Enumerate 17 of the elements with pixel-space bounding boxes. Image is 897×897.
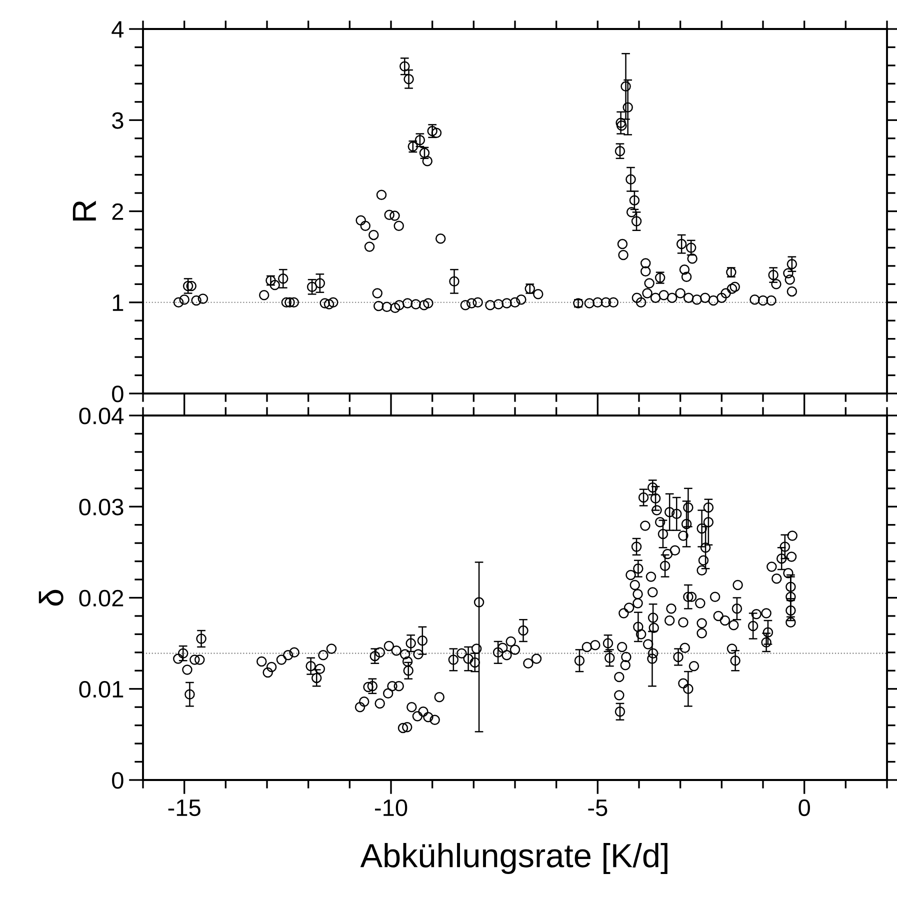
x-tick-label: -15 (168, 800, 200, 816)
x-tick-label: -10 (374, 799, 408, 816)
x-tick-label: -5 (588, 800, 608, 816)
y-tick-label: 0 (112, 772, 124, 789)
y-tick-label: 2 (112, 203, 124, 220)
y-axis-title: R (72, 200, 96, 221)
x-axis-title: Abkühlungsrate [K/d] (360, 842, 668, 874)
y-tick-label: 3 (112, 112, 124, 129)
x-tick-label: 0 (798, 799, 810, 816)
y-tick-label: 0.01 (79, 680, 124, 698)
y-axis-title: δ (38, 590, 64, 606)
y-tick-label: 0 (112, 386, 124, 402)
y-tick-label: 1 (112, 294, 124, 311)
y-tick-label: 0.02 (79, 590, 124, 607)
y-tick-label: 4 (112, 21, 124, 38)
y-tick-label: 0.03 (79, 498, 124, 516)
y-tick-label: 0.04 (79, 408, 124, 424)
